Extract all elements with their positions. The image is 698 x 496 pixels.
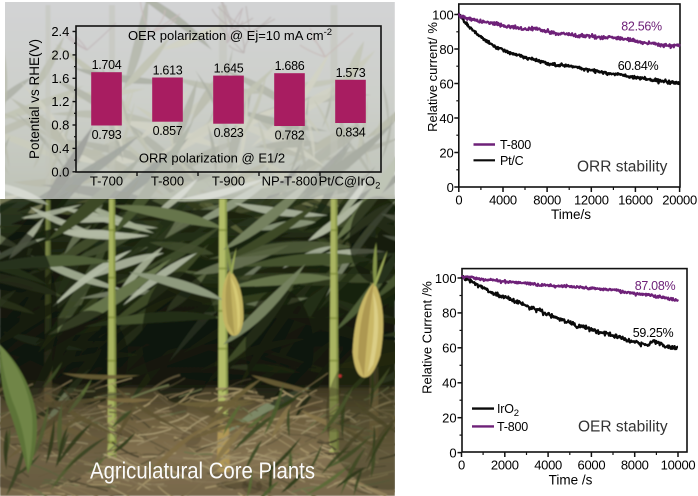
svg-text:Time /s: Time /s [549,473,593,488]
svg-text:OER stability: OER stability [578,419,668,436]
svg-text:2.0: 2.0 [51,48,69,63]
svg-text:60.84%: 60.84% [618,59,659,73]
svg-text:Pt/C@IrO2: Pt/C@IrO2 [319,174,381,192]
svg-text:100: 100 [432,7,454,22]
svg-text:60: 60 [439,76,453,91]
svg-text:1.2: 1.2 [51,94,69,109]
svg-text:4000: 4000 [489,193,517,208]
svg-text:10000: 10000 [661,458,696,473]
svg-text:20: 20 [442,411,456,426]
svg-text:ORR stability: ORR stability [577,159,668,176]
svg-text:16000: 16000 [618,193,653,208]
svg-text:0.823: 0.823 [214,126,244,140]
svg-text:0.0: 0.0 [51,164,69,179]
svg-text:OER polarization @ Ej=10 mA cm: OER polarization @ Ej=10 mA cm-2 [128,27,332,43]
svg-text:60: 60 [442,341,456,356]
svg-text:20000: 20000 [662,193,697,208]
svg-text:T-700: T-700 [90,174,123,189]
svg-text:59.25%: 59.25% [633,326,674,340]
svg-text:Pt/C: Pt/C [500,154,524,168]
svg-text:2.4: 2.4 [51,24,69,39]
svg-text:8000: 8000 [621,458,649,473]
svg-text:T-800: T-800 [151,174,184,189]
svg-text:0.8: 0.8 [51,118,69,133]
svg-text:T-800: T-800 [497,420,528,434]
svg-text:0: 0 [449,445,456,460]
svg-text:0: 0 [455,193,462,208]
svg-text:0.834: 0.834 [336,126,366,140]
svg-text:0.4: 0.4 [51,141,69,156]
svg-text:0.793: 0.793 [92,128,122,142]
svg-text:0.782: 0.782 [275,129,305,143]
svg-text:12000: 12000 [574,193,609,208]
svg-text:Potential vs RHE(V): Potential vs RHE(V) [27,39,42,159]
svg-text:100: 100 [435,271,457,286]
svg-text:80: 80 [439,42,453,57]
svg-text:IrO2: IrO2 [497,402,519,419]
svg-text:T-800: T-800 [500,138,531,152]
svg-text:4000: 4000 [534,458,562,473]
svg-text:8000: 8000 [533,193,561,208]
svg-text:87.08%: 87.08% [635,279,676,293]
svg-text:1.573: 1.573 [336,66,366,80]
svg-text:20: 20 [439,145,453,160]
svg-text:T-900: T-900 [212,174,245,189]
svg-text:NP-T-800: NP-T-800 [262,174,318,189]
svg-text:2000: 2000 [491,458,519,473]
svg-text:ORR polarization @ E1/2: ORR polarization @ E1/2 [139,151,285,166]
svg-text:1.6: 1.6 [51,71,69,86]
svg-text:1.645: 1.645 [214,62,244,76]
svg-text:1.613: 1.613 [153,64,183,78]
svg-text:0.857: 0.857 [153,124,183,138]
svg-text:40: 40 [439,111,453,126]
svg-text:Relative current/ %: Relative current/ % [425,22,440,132]
svg-text:40: 40 [442,376,456,391]
svg-text:0: 0 [447,180,454,195]
svg-text:Relative Current /%: Relative Current /% [420,281,435,394]
svg-text:0: 0 [458,458,465,473]
svg-text:1.704: 1.704 [92,58,122,72]
svg-text:6000: 6000 [578,458,606,473]
svg-text:1.686: 1.686 [275,59,305,73]
svg-text:80: 80 [442,306,456,321]
svg-text:Time/s: Time/s [551,207,591,222]
svg-text:82.56%: 82.56% [621,20,662,34]
svg-text:Agriculatural Core Plants: Agriculatural Core Plants [90,458,315,484]
